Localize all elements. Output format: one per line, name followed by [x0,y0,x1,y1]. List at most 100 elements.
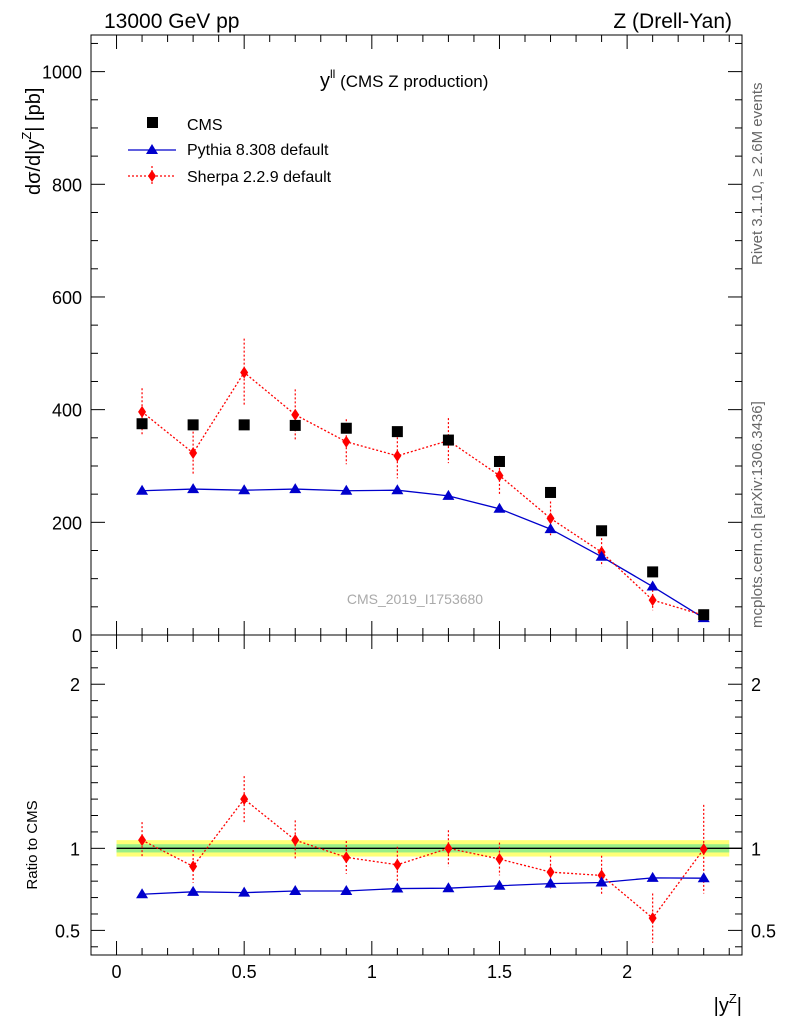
ratio-plot-frame [90,634,743,956]
x-tick-label: 0.5 [232,962,257,982]
x-tick-label: 1.5 [487,962,512,982]
pythia-point [493,502,506,513]
plot-title-sup: ll [330,67,335,81]
pythia-point [391,484,404,495]
cms-point [340,422,352,434]
sherpa-point [648,594,657,607]
pythia-point [544,523,557,534]
x-tick-label: 0 [112,962,122,982]
sherpa-ratio-point [393,858,402,871]
sherpa-point [189,447,198,460]
cms-point [442,434,454,446]
plot-title-main: y [320,70,330,92]
pythia-ratio-point [595,876,608,887]
sherpa-ratio-line [141,798,705,920]
pythia-ratio-point [697,872,710,883]
pythia-ratio-point [238,886,251,897]
ratio-uncertainty-band [116,840,742,857]
pythia-ratio-point [136,888,149,899]
pythia-ratio-point [391,882,404,893]
axis-ticks: 0 0.5 1 1.5 2 0 200 400 600 800 1000 0.5 0.5 1 1 2 2 [42,35,776,982]
sherpa-point [546,512,555,525]
x-tick-label: 2 [622,962,632,982]
ratio-tick-label-left: 2 [70,675,80,695]
pythia-point [289,483,302,494]
pythia-point [442,489,455,500]
mcplots-label: mcplots.cern.ch [arXiv:1306.3436] [749,401,766,628]
legend: CMS Pythia 8.308 default Sherpa 2.2.9 de… [128,117,332,186]
sherpa-point [495,469,504,482]
cms-point [647,566,659,578]
pythia-point [340,484,353,495]
x-tick-label: 1 [367,962,377,982]
cms-point [289,419,301,431]
sherpa-ratio-point [495,853,504,865]
ratio-tick-label-right: 2 [751,675,761,695]
analysis-watermark: CMS_2019_I1753680 [347,591,483,607]
sherpa-line [141,371,704,616]
header-right: Z (Drell-Yan) [613,10,732,33]
x-axis-label-end: | [737,995,742,1017]
sherpa-point [138,405,147,418]
pythia-ratio-point [544,877,557,888]
sherpa-ratio-point [240,793,249,806]
cms-point [136,418,148,430]
x-axis-label-main: |y [714,995,729,1017]
legend-pythia-label: Pythia 8.308 default [187,142,329,159]
y-tick-label: 400 [52,401,82,421]
pythia-ratio-point [493,879,506,890]
pythia-ratio-point [646,871,659,882]
ratio-tick-label-right: 0.5 [751,921,776,941]
sherpa-ratio-point [648,912,657,925]
sherpa-ratio-point [342,851,351,864]
pythia-ratio-point [442,882,455,893]
y-tick-label: 800 [52,175,82,195]
cms-point [545,486,557,498]
sherpa-point [291,408,300,421]
legend-sherpa-label: Sherpa 2.2.9 default [187,169,332,186]
sherpa-ratio-point [444,842,453,855]
legend-cms-marker [147,117,158,128]
ratio-tick-label-left: 1 [70,839,80,859]
sherpa-ratio-point [699,843,708,856]
pythia-point [595,550,608,561]
legend-cms-label: CMS [187,117,223,134]
pythia-ratio-line [142,877,704,895]
pythia-ratio-point [187,885,200,896]
y-tick-label: 1000 [42,63,82,83]
pythia-line [142,488,705,619]
sherpa-point [240,366,249,379]
data-marks [136,338,710,943]
y-tick-label: 200 [52,513,82,533]
y-axis-label-sup: Z [19,132,34,140]
cms-point [596,525,608,537]
y-axis-label-main: dσ/d|y [23,140,45,195]
sherpa-ratio-point [597,869,606,882]
sherpa-ratio-point [291,834,300,847]
sherpa-ratio-point [138,834,147,847]
plot-title-suffix: (CMS Z production) [335,72,488,91]
cms-point [391,426,403,438]
pythia-point [187,483,200,494]
x-axis-label: |yZ| [714,991,742,1017]
sherpa-ratio-point [189,860,198,873]
x-axis-label-sup: Z [729,991,737,1006]
legend-pythia-marker [146,144,158,154]
sherpa-point [342,435,351,448]
y-tick-label: 600 [52,288,82,308]
cms-point [698,609,710,621]
y-axis-label-end: | [pb] [23,88,45,132]
pythia-point [136,484,149,495]
cms-point [493,455,505,467]
plot-title: yll (CMS Z production) [320,67,488,92]
sherpa-ratio-point [546,866,555,879]
rivet-label: Rivet 3.1.10, ≥ 2.6M events [749,83,766,266]
pythia-point [646,580,659,591]
ratio-y-axis-label: Ratio to CMS [24,800,41,889]
ratio-tick-label-right: 1 [751,839,761,859]
pythia-point [238,484,251,495]
y-axis-label: dσ/d|yZ| [pb] [19,88,45,195]
ratio-tick-label-left: 0.5 [55,921,80,941]
cms-point [238,419,250,431]
